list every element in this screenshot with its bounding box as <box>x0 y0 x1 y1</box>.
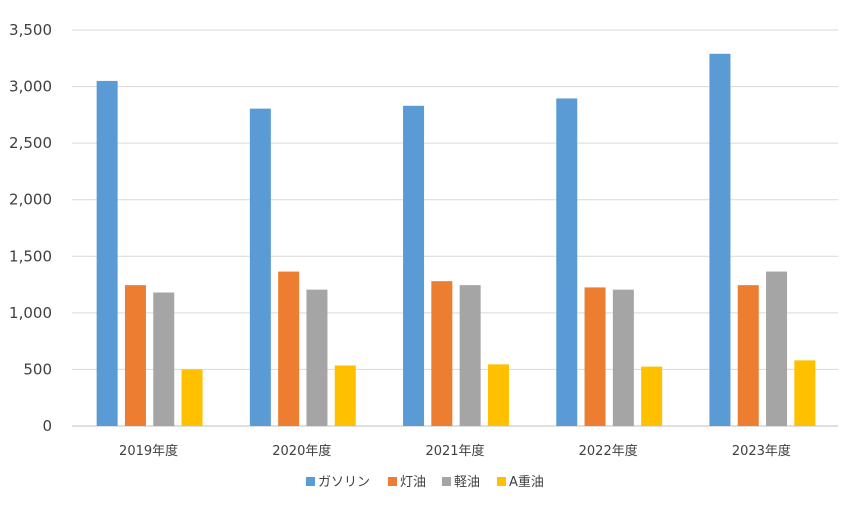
bars <box>96 53 816 427</box>
legend-label: 灯油 <box>400 475 426 490</box>
bar-4-2 <box>334 365 356 426</box>
bar-4-4 <box>641 366 663 426</box>
legend-label: 軽油 <box>454 475 480 490</box>
bar-1-5 <box>709 53 731 426</box>
y-tick-label: 2,500 <box>9 134 52 152</box>
legend-swatch <box>388 477 397 486</box>
x-tick-label: 2019年度 <box>119 443 178 459</box>
bar-1-3 <box>403 105 425 426</box>
y-axis-ticks: 0 500 1,000 1,500 2,000 2,500 3,000 3,500 <box>9 21 52 435</box>
bar-1-1 <box>96 80 118 427</box>
y-tick-label: 0 <box>42 417 52 435</box>
bar-2-3 <box>431 281 453 426</box>
legend: ガソリン 灯油 軽油 A重油 <box>306 474 544 490</box>
legend-swatch <box>497 477 506 486</box>
bar-4-5 <box>794 360 816 426</box>
bar-3-5 <box>766 271 788 426</box>
x-axis-ticks: 2019年度 2020年度 2021年度 2022年度 2023年度 <box>119 443 791 459</box>
y-tick-label: 500 <box>23 360 52 378</box>
y-tick-label: 1,000 <box>9 304 52 322</box>
x-tick-label: 2023年度 <box>732 443 791 459</box>
x-tick-label: 2022年度 <box>579 443 638 459</box>
legend-label: A重油 <box>509 474 544 490</box>
y-tick-label: 2,000 <box>9 191 52 209</box>
x-tick-label: 2021年度 <box>425 443 484 459</box>
bar-4-3 <box>487 364 509 426</box>
bar-2-4 <box>584 287 606 426</box>
bar-2-1 <box>124 285 146 426</box>
bar-3-2 <box>306 289 328 426</box>
x-tick-label: 2020年度 <box>272 443 331 459</box>
bar-3-1 <box>153 292 175 426</box>
bar-1-2 <box>249 108 271 427</box>
legend-label: ガソリン <box>318 475 370 490</box>
y-tick-label: 3,500 <box>9 21 52 39</box>
bar-3-3 <box>459 285 481 426</box>
legend-swatch <box>442 477 451 486</box>
bar-3-4 <box>612 289 634 426</box>
y-tick-label: 3,000 <box>9 78 52 96</box>
bar-2-2 <box>278 271 300 426</box>
bar-4-1 <box>181 369 203 426</box>
y-tick-label: 1,500 <box>9 247 52 265</box>
legend-swatch <box>306 477 315 486</box>
bar-1-4 <box>556 98 578 427</box>
bar-2-5 <box>737 285 759 426</box>
